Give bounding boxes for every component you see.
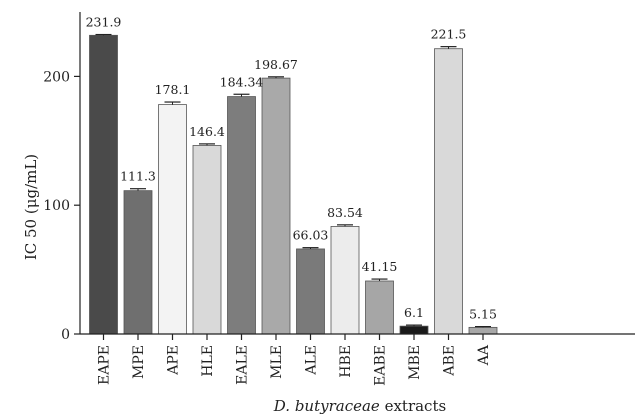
bar-eale xyxy=(227,96,256,335)
bar-mpe xyxy=(123,190,153,335)
bar-ale xyxy=(296,248,325,335)
category-label: EABE xyxy=(373,345,389,386)
y-tick-label: 0 xyxy=(61,327,70,343)
value-label: 198.67 xyxy=(254,57,298,72)
bar-mle xyxy=(261,77,291,335)
bars-layer xyxy=(89,33,498,335)
category-label: MPE xyxy=(131,345,147,379)
value-label: 83.54 xyxy=(327,205,363,220)
category-label: HLE xyxy=(200,345,216,377)
value-label: 41.15 xyxy=(362,259,398,274)
category-label: ABE xyxy=(442,345,458,377)
x-axis-label-species: D. butyraceae xyxy=(273,397,380,415)
x-axis-label-suffix: extracts xyxy=(380,397,446,415)
value-label: 66.03 xyxy=(293,228,329,243)
value-label: 184.34 xyxy=(220,74,264,89)
bar-eape xyxy=(89,34,118,335)
bar-hbe xyxy=(330,226,360,335)
y-tick-label: 200 xyxy=(43,69,70,85)
category-label: APE xyxy=(166,345,182,376)
category-label: MBE xyxy=(407,345,423,380)
bar-mbe xyxy=(399,325,429,335)
category-label: EAPE xyxy=(97,345,113,385)
y-tick-label: 100 xyxy=(43,198,70,214)
x-axis-label: D. butyraceae extracts xyxy=(273,397,446,415)
value-label: 146.4 xyxy=(189,124,225,139)
bar-eabe xyxy=(365,280,394,335)
value-label: 178.1 xyxy=(155,82,191,97)
category-label: ALE xyxy=(304,345,320,376)
labels-layer: 0 100 200 231.9 EAPE 111.3 MPE 178.1 APE 146.4 HLE… xyxy=(43,15,497,386)
bar-ape xyxy=(158,104,187,335)
axes-layer xyxy=(74,12,635,340)
value-label: 221.5 xyxy=(431,27,467,42)
category-label: AA xyxy=(476,344,492,366)
category-label: MLE xyxy=(269,345,285,379)
value-label: 5.15 xyxy=(469,307,497,322)
value-label: 6.1 xyxy=(404,305,424,320)
y-axis-label: IC 50 (μg/mL) xyxy=(22,154,40,260)
bar-aa xyxy=(468,326,498,335)
category-label: EALE xyxy=(235,345,251,385)
category-label: HBE xyxy=(338,345,354,378)
bar-abe xyxy=(434,48,463,335)
value-label: 231.9 xyxy=(86,15,122,30)
bar-hle xyxy=(192,145,222,335)
value-label: 111.3 xyxy=(120,169,156,184)
